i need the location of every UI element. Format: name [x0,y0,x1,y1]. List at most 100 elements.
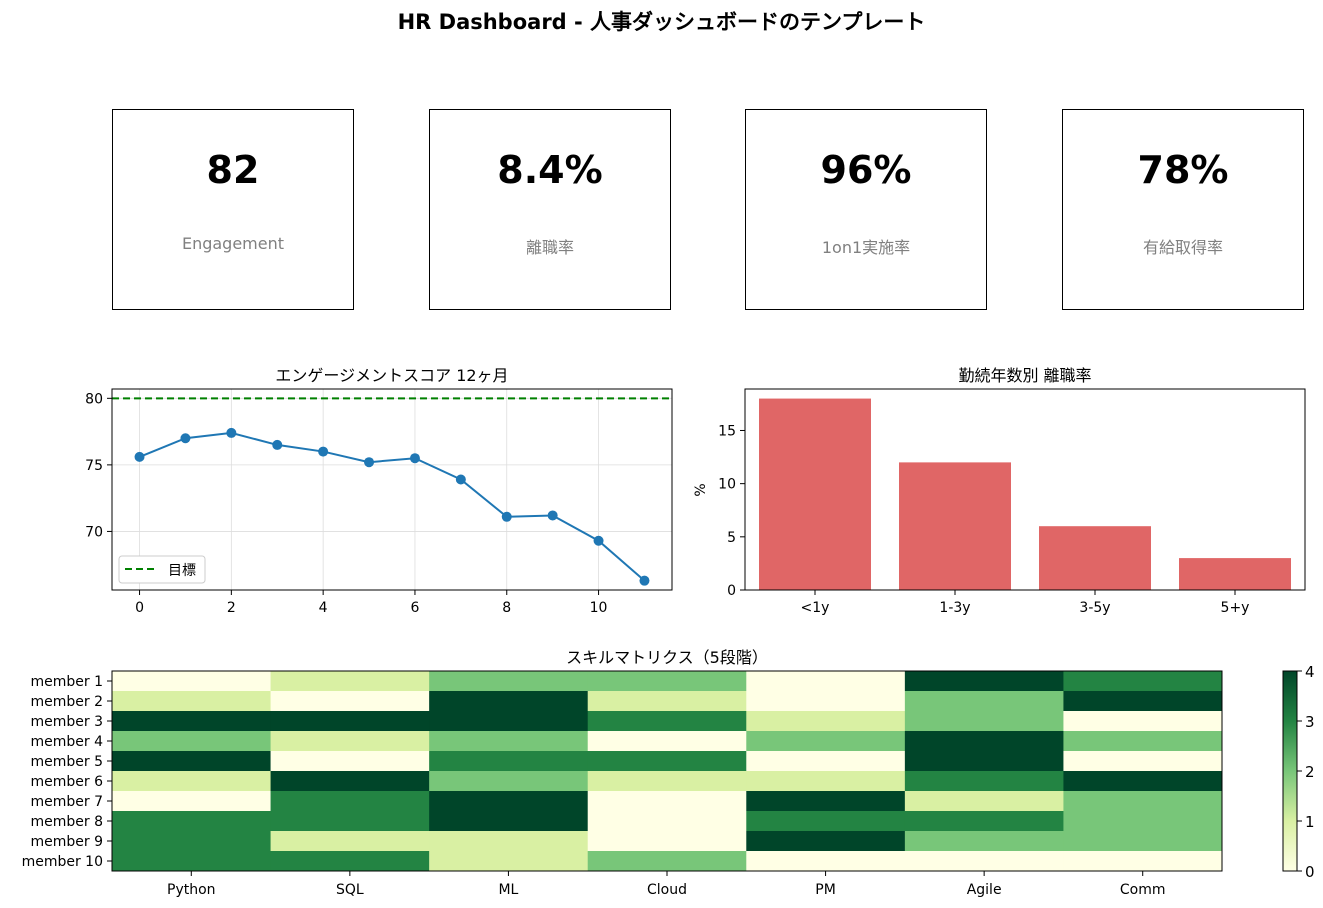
heatmap-cell [112,791,272,812]
heatmap-cell [270,711,430,732]
heatmap-cell [1063,811,1223,832]
heatmap-cell [904,831,1064,852]
x-tick-label: 10 [590,600,608,616]
data-point [409,453,420,464]
x-tick-label: Agile [967,882,1002,898]
x-tick-label: Cloud [647,882,687,898]
kpi-label: 離職率 [525,238,574,257]
heatmap-cell [270,691,430,712]
y-tick-label: 15 [718,423,736,439]
heatmap-cell [746,751,906,772]
heatmap-cell [112,731,272,752]
heatmap-cell [429,811,589,832]
y-tick-label: member 9 [30,834,103,850]
heatmap-cell [429,671,589,692]
heatmap-cell [429,751,589,772]
x-tick-label: 0 [135,600,144,616]
heatmap-cell [1063,851,1223,872]
heatmap-cell [904,771,1064,792]
data-point [226,427,237,438]
heatmap-cell [904,671,1064,692]
legend-box [118,555,206,584]
heatmap-cell [112,831,272,852]
x-tick-label: ML [498,882,518,898]
kpi-label: 有給取得率 [1142,238,1223,257]
heatmap-cell [1063,771,1223,792]
heatmap-cell [429,851,589,872]
x-tick-label: 3-5y [1079,600,1110,616]
heatmap-cell [904,691,1064,712]
data-point [547,510,558,521]
kpi-card-engagement: 82 Engagement [112,109,354,310]
heatmap-cell [429,771,589,792]
x-tick-label: Comm [1120,882,1166,898]
heatmap-cell [270,731,430,752]
data-point [134,451,145,462]
kpi-value: 8.4% [497,148,603,192]
y-tick-label: member 3 [30,714,103,730]
heatmap-cell [587,711,747,732]
heatmap-cell [587,831,747,852]
y-tick-label: member 10 [22,854,103,870]
heatmap-cell [112,751,272,772]
bar [1179,558,1291,590]
kpi-card-turnover: 8.4% 離職率 [429,109,671,310]
y-tick-label: member 8 [30,814,103,830]
heatmap-cell [429,711,589,732]
heatmap-cell [746,691,906,712]
heatmap-cell [429,791,589,812]
y-tick-label: member 1 [30,674,103,690]
heatmap-cell [1063,791,1223,812]
kpi-label: 1on1実施率 [821,238,911,257]
y-tick-label: 75 [85,458,103,474]
heatmap-cell [270,771,430,792]
data-point [639,575,650,586]
series-line [139,431,646,582]
x-tick-label: PM [815,882,836,898]
heatmap-cell [112,771,272,792]
data-point [593,535,604,546]
heatmap-cell [587,751,747,772]
data-point [501,511,512,522]
data-point [318,446,329,457]
data-point [455,474,466,485]
heatmap-cell [746,851,906,872]
heatmap-cell [904,811,1064,832]
y-tick-label: 10 [718,477,736,493]
y-tick-label: member 7 [30,794,103,810]
y-tick-label: member 5 [30,754,103,770]
heatmap-cell [270,671,430,692]
heatmap-cell [746,731,906,752]
heatmap-cell [112,851,272,872]
heatmap-cell [1063,731,1223,752]
heatmap-cell [112,811,272,832]
data-point [364,457,375,468]
x-tick-label: 5+y [1221,600,1250,616]
heatmap-cell [1063,831,1223,852]
y-tick-label: member 4 [30,734,103,750]
heatmap-cell [904,711,1064,732]
x-tick-label: 4 [319,600,328,616]
heatmap-cell [270,791,430,812]
heatmap-cell [112,691,272,712]
colorbar-tick-label: 4 [1305,663,1315,681]
y-tick-label: member 6 [30,774,103,790]
x-tick-label: 2 [227,600,236,616]
heatmap-cell [904,791,1064,812]
heatmap-cell [270,831,430,852]
bar [899,462,1011,590]
kpi-value: 96% [820,148,912,192]
kpi-card-1on1: 96% 1on1実施率 [745,109,987,310]
heatmap-cell [587,691,747,712]
chart-title: エンゲージメントスコア 12ヶ月 [275,366,508,385]
bar [759,398,871,590]
heatmap-cell [587,671,747,692]
heatmap-cell [746,771,906,792]
heatmap-cell [587,811,747,832]
chart-title: スキルマトリクス（5段階） [566,648,768,667]
heatmap-cell [587,791,747,812]
colorbar [1282,670,1298,872]
heatmap-cell [746,671,906,692]
heatmap-cell [429,831,589,852]
